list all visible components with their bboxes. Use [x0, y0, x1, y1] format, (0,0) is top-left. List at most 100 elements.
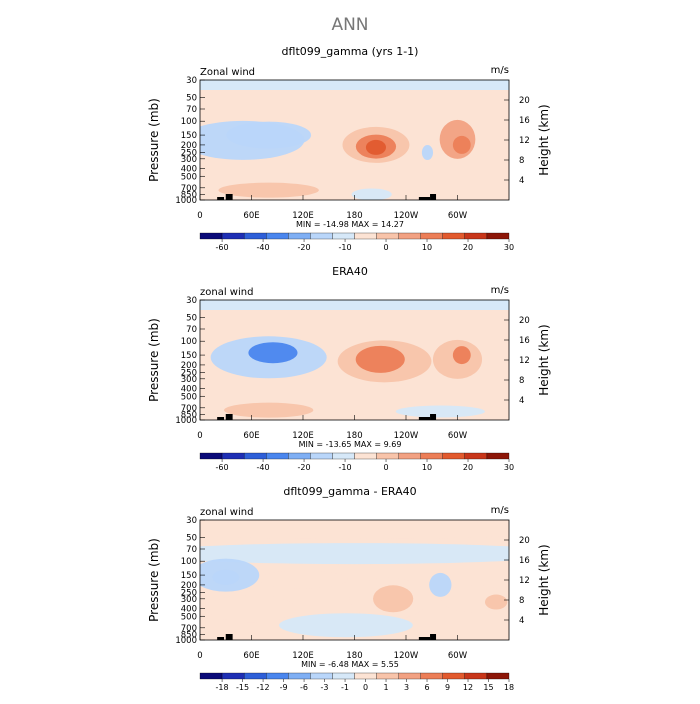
colorbar-label: 0: [383, 463, 388, 472]
panel-2: ERA4030507010015020025030040050070085010…: [147, 265, 551, 472]
colorbar-label: 12: [463, 683, 473, 692]
panel-title-3: dflt099_gamma - ERA40: [283, 485, 416, 498]
colorbar-swatch: [398, 672, 421, 680]
longitude-tick-label: 120E: [292, 651, 314, 661]
colorbar-label: 20: [463, 463, 473, 472]
pressure-tick-label: 70: [186, 105, 197, 115]
height-tick-label: 12: [519, 356, 530, 366]
colorbar-label: -12: [257, 683, 270, 692]
contour-region-7: [224, 402, 314, 418]
y-axis-label: Pressure (mb): [147, 538, 161, 622]
figure-suptitle: ANN: [331, 15, 368, 35]
longitude-tick-label: 180: [346, 431, 362, 441]
colorbar-swatch: [354, 452, 377, 460]
colorbar-label: -9: [280, 683, 288, 692]
longitude-tick-label: 120E: [292, 431, 314, 441]
contour-region-1: [200, 520, 509, 539]
colorbar-swatch: [442, 232, 466, 240]
colorbar-swatch: [199, 672, 223, 680]
colorbar-swatch: [332, 672, 355, 680]
contour-region-8: [395, 405, 485, 418]
units-label: m/s: [491, 65, 509, 76]
contour-region-12: [278, 613, 413, 638]
height-tick-label: 16: [519, 556, 530, 566]
panel-title-1: dflt099_gamma (yrs 1-1): [282, 45, 419, 58]
colorbar-swatch: [464, 232, 488, 240]
colorbar-label: 0: [383, 243, 388, 252]
contour-region-11: [206, 595, 297, 623]
colorbar-swatch: [398, 452, 421, 460]
colorbar-label: 9: [445, 683, 450, 692]
pressure-tick-label: 400: [181, 605, 197, 615]
colorbar-label: -20: [298, 463, 311, 472]
longitude-tick-label: 60E: [243, 651, 259, 661]
colorbar-swatch: [266, 232, 289, 240]
topography-block: [217, 197, 225, 200]
panel-1: dflt099_gamma (yrs 1-1)30507010015020025…: [147, 45, 551, 252]
height-tick-label: 12: [519, 136, 530, 146]
pressure-tick-label: 500: [181, 392, 197, 402]
units-label: m/s: [491, 505, 509, 516]
pressure-tick-label: 150: [181, 571, 197, 581]
contour-region-2: [248, 342, 298, 364]
colorbar-label: -1: [341, 683, 349, 692]
contour-region-9: [484, 594, 508, 610]
colorbar-swatch: [199, 232, 223, 240]
longitude-tick-label: 180: [346, 651, 362, 661]
colorbar-swatch: [221, 232, 245, 240]
y-axis-label-right: Height (km): [537, 324, 551, 395]
stats-text: MIN = -6.48 MAX = 5.55: [301, 660, 399, 669]
height-tick-label: 4: [519, 176, 524, 186]
colorbar-swatch: [332, 452, 355, 460]
height-tick-label: 4: [519, 396, 524, 406]
topography-block: [430, 414, 437, 420]
colorbar-label: 10: [422, 243, 432, 252]
contour-region-4: [212, 569, 240, 585]
pressure-tick-label: 50: [186, 93, 197, 103]
colorbar-swatch: [420, 672, 443, 680]
height-tick-label: 20: [519, 536, 530, 546]
pressure-tick-label: 150: [181, 351, 197, 361]
pressure-tick-label: 700: [181, 184, 197, 194]
longitude-tick-label: 60W: [448, 431, 468, 441]
colorbar-swatch: [266, 452, 289, 460]
colorbar-swatch: [486, 672, 510, 680]
pressure-tick-label: 850: [181, 410, 197, 420]
colorbar-swatch: [266, 672, 289, 680]
colorbar-label: -6: [300, 683, 308, 692]
colorbar-swatch: [288, 452, 311, 460]
pressure-tick-label: 300: [181, 155, 197, 165]
colorbar-swatch: [464, 672, 488, 680]
topography-block: [225, 194, 233, 200]
colorbar-swatch: [486, 452, 510, 460]
colorbar-swatch: [354, 672, 377, 680]
contour-region-2: [200, 543, 509, 565]
pressure-tick-label: 100: [181, 337, 197, 347]
contour-region-5: [365, 139, 387, 155]
pressure-tick-label: 100: [181, 117, 197, 127]
stats-text: MIN = -14.98 MAX = 14.27: [296, 220, 404, 229]
y-axis-label-right: Height (km): [537, 104, 551, 175]
topography-block: [430, 194, 437, 200]
height-tick-label: 12: [519, 576, 530, 586]
colorbar-label: 1: [383, 683, 388, 692]
contour-region-4: [355, 345, 405, 373]
variable-label: zonal wind: [200, 507, 253, 518]
panel-3: dflt099_gamma - ERA403050701001502002503…: [147, 485, 551, 692]
panel-field-1: [200, 80, 509, 200]
colorbar-swatch: [420, 232, 443, 240]
contour-region-5: [258, 570, 348, 589]
longitude-tick-label: 0: [197, 211, 202, 221]
contour-region-7: [452, 135, 471, 154]
pressure-tick-label: 500: [181, 172, 197, 182]
topography-block: [418, 417, 431, 420]
pressure-tick-label: 700: [181, 404, 197, 414]
longitude-tick-label: 120W: [394, 211, 419, 221]
pressure-tick-label: 200: [181, 141, 197, 151]
colorbar-swatch: [332, 232, 355, 240]
colorbar-label: -10: [339, 243, 352, 252]
pressure-tick-label: 30: [186, 296, 197, 306]
contour-region-7: [373, 585, 414, 613]
colorbar-label: -40: [257, 243, 270, 252]
topography-block: [430, 634, 437, 640]
